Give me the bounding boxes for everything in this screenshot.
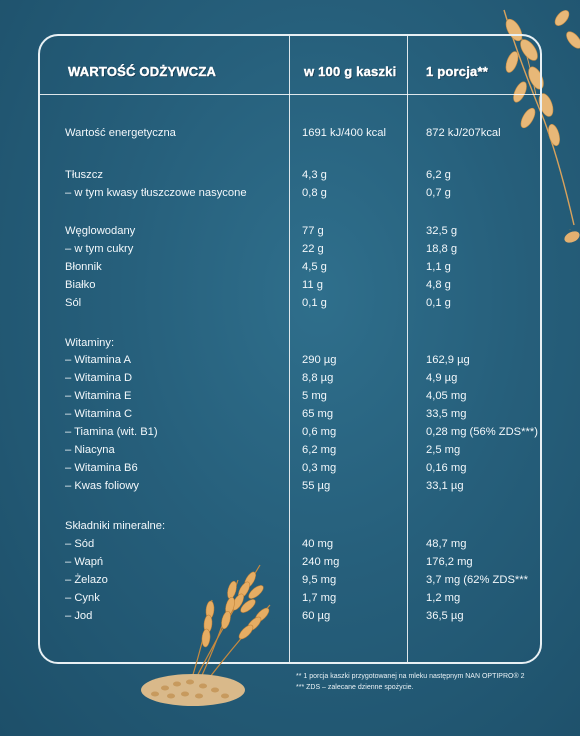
table-row: – Witamina D 8,8 µg 4,9 µg (40, 369, 540, 387)
nutrient-name: – Tiamina (wit. B1) (65, 426, 158, 438)
nutrient-name: – Witamina B6 (65, 462, 138, 474)
value-per-100g: 240 mg (302, 556, 340, 568)
value-per-portion: 162,9 µg (426, 354, 470, 366)
value-per-100g: 0,3 mg (302, 462, 337, 474)
value-per-100g: 11 g (302, 279, 323, 291)
seed-icon (564, 231, 580, 243)
nutrition-table-panel: WARTOŚĆ ODŻYWCZA w 100 g kaszki 1 porcja… (38, 34, 542, 664)
nutrient-name: – Kwas foliowy (65, 480, 139, 492)
value-per-portion: 18,8 g (426, 243, 458, 255)
nutrient-name: Witaminy: (65, 337, 115, 349)
table-row: – w tym kwasy tłuszczowe nasycone 0,8 g 0,… (40, 184, 540, 202)
value-per-100g: 0,8 g (302, 187, 327, 199)
grain-pile-icon (141, 674, 245, 706)
nutrient-name: – Niacyna (65, 444, 115, 456)
nutrient-name: – Witamina C (65, 408, 133, 420)
table-row: – Cynk 1,7 mg 1,2 mg (40, 589, 540, 607)
value-per-portion: 176,2 mg (426, 556, 473, 568)
value-per-100g: 5 mg (302, 390, 327, 402)
nutrient-name: Wartość energetyczna (65, 127, 176, 139)
table-row: – Wapń 240 mg 176,2 mg (40, 553, 540, 571)
value-per-portion: 4,05 mg (426, 390, 467, 402)
table-row: – Kwas foliowy 55 µg 33,1 µg (40, 477, 540, 495)
value-per-100g: 290 µg (302, 354, 337, 366)
value-per-portion: 48,7 mg (426, 538, 467, 550)
nutrient-name: – w tym cukry (65, 243, 134, 255)
table-row: – Tiamina (wit. B1) 0,6 mg 0,28 mg (56% ZD… (40, 423, 540, 441)
value-per-portion: 32,5 g (426, 225, 458, 237)
table-row: Białko 11 g 4,8 g (40, 276, 540, 294)
table-row: Sól 0,1 g 0,1 g (40, 294, 540, 312)
nutrient-name: Tłuszcz (65, 169, 103, 181)
nutrient-name: Składniki mineralne: (65, 520, 166, 532)
value-per-portion: 33,1 µg (426, 480, 464, 492)
nutrient-name: – Witamina E (65, 390, 132, 402)
table-row: Witaminy: (40, 334, 540, 352)
value-per-100g: 4,3 g (302, 169, 327, 181)
value-per-portion: 3,7 mg (62% ZDS*** (426, 574, 528, 586)
value-per-portion: 36,5 µg (426, 610, 464, 622)
value-per-100g: 6,2 mg (302, 444, 337, 456)
value-per-100g: 8,8 µg (302, 372, 334, 384)
value-per-100g: 22 g (302, 243, 324, 255)
nutrient-name: – Wapń (65, 556, 104, 568)
table-row: – Witamina C 65 mg 33,5 mg (40, 405, 540, 423)
column-divider-2 (407, 36, 408, 662)
footnote-portion: ** 1 porcja kaszki przygotowanej na mlek… (296, 673, 525, 680)
header-portion: 1 porcja** (426, 64, 488, 79)
table-row: Tłuszcz 4,3 g 6,2 g (40, 166, 540, 184)
nutrient-name: – Witamina A (65, 354, 131, 366)
footnote-zds: *** ZDS – zalecane dzienne spożycie. (296, 684, 414, 691)
table-row: – Jod 60 µg 36,5 µg (40, 607, 540, 625)
value-per-portion: 0,28 mg (56% ZDS***) (426, 426, 538, 438)
nutrient-name: – Jod (65, 610, 93, 622)
nutrient-name: – w tym kwasy tłuszczowe nasycone (65, 187, 247, 199)
nutrient-name: – Sód (65, 538, 95, 550)
value-per-100g: 55 µg (302, 480, 331, 492)
header-divider (40, 94, 540, 95)
table-row: Węglowodany 77 g 32,5 g (40, 222, 540, 240)
value-per-100g: 1691 kJ/400 kcal (302, 127, 386, 139)
value-per-100g: 65 mg (302, 408, 334, 420)
nutrient-name: Błonnik (65, 261, 102, 273)
table-row: – Niacyna 6,2 mg 2,5 mg (40, 441, 540, 459)
header-per-100g: w 100 g kaszki (304, 64, 397, 79)
value-per-100g: 1,7 mg (302, 592, 337, 604)
nutrient-name: – Witamina D (65, 372, 133, 384)
table-row: – Witamina E 5 mg 4,05 mg (40, 387, 540, 405)
value-per-100g: 9,5 mg (302, 574, 337, 586)
table-row: – Sód 40 mg 48,7 mg (40, 535, 540, 553)
value-per-portion: 0,1 g (426, 297, 451, 309)
nutrient-name: – Cynk (65, 592, 100, 604)
table-row: – w tym cukry 22 g 18,8 g (40, 240, 540, 258)
nutrient-name: Węglowodany (65, 225, 136, 237)
value-per-portion: 4,9 µg (426, 372, 458, 384)
value-per-portion: 4,8 g (426, 279, 451, 291)
column-divider-1 (289, 36, 290, 662)
value-per-100g: 60 µg (302, 610, 331, 622)
value-per-100g: 77 g (302, 225, 324, 237)
table-row: Błonnik 4,5 g 1,1 g (40, 258, 540, 276)
value-per-portion: 1,1 g (426, 261, 451, 273)
value-per-portion: 0,7 g (426, 187, 451, 199)
value-per-100g: 0,1 g (302, 297, 327, 309)
table-row: Wartość energetyczna 1691 kJ/400 kcal 872 … (40, 124, 540, 142)
value-per-portion: 6,2 g (426, 169, 451, 181)
header-nutrient: WARTOŚĆ ODŻYWCZA (68, 64, 217, 79)
table-row: – Witamina A 290 µg 162,9 µg (40, 351, 540, 369)
value-per-100g: 0,6 mg (302, 426, 337, 438)
value-per-portion: 33,5 mg (426, 408, 467, 420)
nutrient-name: – Żelazo (65, 574, 108, 586)
value-per-100g: 40 mg (302, 538, 334, 550)
table-row: – Żelazo 9,5 mg 3,7 mg (62% ZDS*** (40, 571, 540, 589)
value-per-portion: 872 kJ/207kcal (426, 127, 501, 139)
table-row: – Witamina B6 0,3 mg 0,16 mg (40, 459, 540, 477)
value-per-portion: 0,16 mg (426, 462, 467, 474)
nutrient-name: Białko (65, 279, 96, 291)
nutrient-name: Sól (65, 297, 82, 309)
table-row: Składniki mineralne: (40, 517, 540, 535)
value-per-portion: 1,2 mg (426, 592, 461, 604)
value-per-portion: 2,5 mg (426, 444, 461, 456)
value-per-100g: 4,5 g (302, 261, 327, 273)
